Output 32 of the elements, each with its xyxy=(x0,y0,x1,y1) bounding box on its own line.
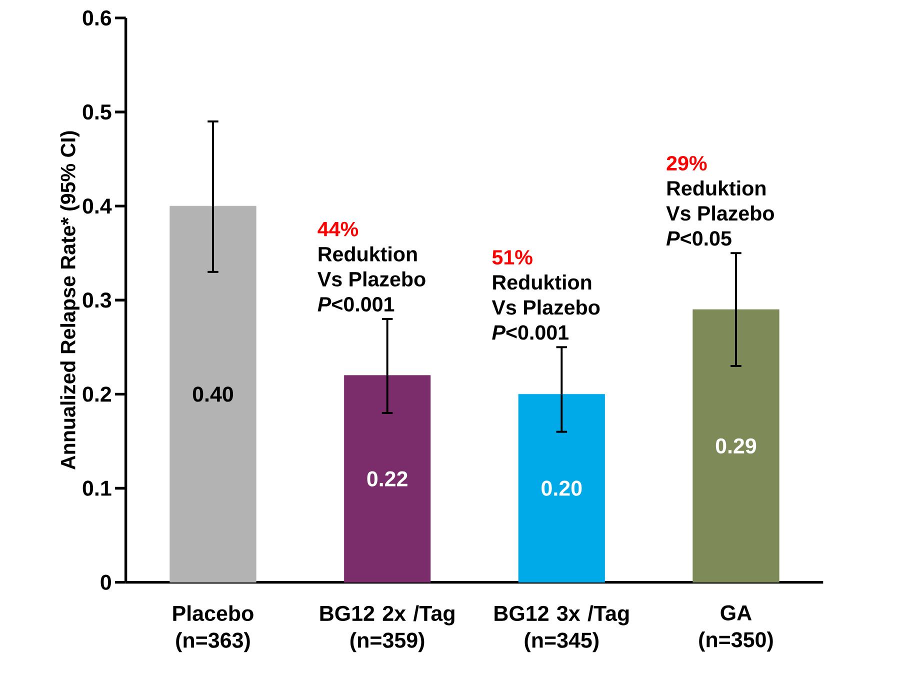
annotation: 29% xyxy=(666,156,707,171)
x-tick-label: BG12 2x /Tag (n=359) xyxy=(320,605,454,652)
bar xyxy=(170,206,256,583)
data-label: 0.20 xyxy=(542,480,582,496)
y-tick-label: 0.1 xyxy=(82,480,112,496)
x-tick-label: Placebo (n=363) xyxy=(173,605,254,652)
x-tick-label: GA (n=350) xyxy=(699,605,773,652)
y-tick-label: 0.6 xyxy=(82,10,112,26)
annotation: 44% xyxy=(318,222,358,236)
annotation: P<0.05 xyxy=(666,231,732,246)
annotation: Vs Plazebo xyxy=(318,272,426,287)
annotation: Vs Plazebo xyxy=(666,206,774,221)
data-label: 0.40 xyxy=(192,386,234,402)
annotation: Vs Plazebo xyxy=(492,300,600,315)
bar xyxy=(518,394,605,583)
y-tick-label: 0.4 xyxy=(82,198,112,214)
annotation: Reduktion xyxy=(318,246,417,262)
annotation: 51% xyxy=(492,250,532,265)
data-label: 0.22 xyxy=(367,471,408,487)
y-tick-label: 0.3 xyxy=(82,292,112,308)
y-axis-title: Annualized Relapse Rate* (95% CI) xyxy=(60,131,80,470)
annotation: P<0.001 xyxy=(492,325,568,340)
annotation: P<0.001 xyxy=(318,297,394,312)
x-tick-label: BG12 3x /Tag (n=345) xyxy=(494,605,629,652)
bar xyxy=(344,375,431,583)
y-tick-label: 0 xyxy=(100,574,111,590)
y-tick-label: 0.2 xyxy=(82,386,112,402)
data-label: 0.29 xyxy=(716,438,756,454)
annotation: Reduktion xyxy=(667,180,766,196)
y-tick-label: 0.5 xyxy=(82,104,112,120)
bar xyxy=(692,309,780,583)
annotation: Reduktion xyxy=(493,274,592,290)
